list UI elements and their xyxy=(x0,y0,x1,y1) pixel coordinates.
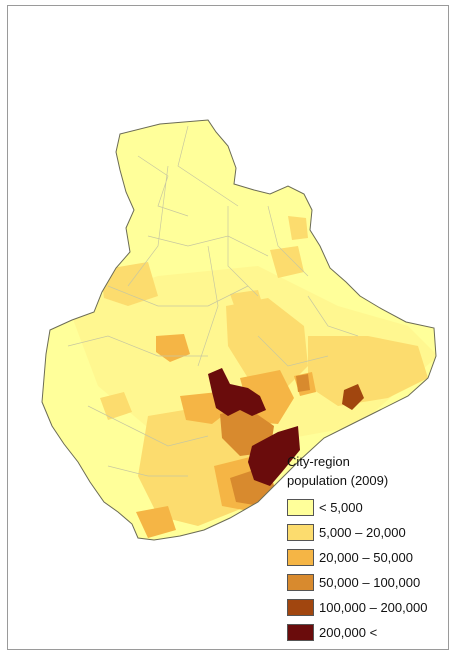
legend-item: < 5,000 xyxy=(287,495,447,520)
legend-item: 20,000 – 50,000 xyxy=(287,545,447,570)
legend-item: 5,000 – 20,000 xyxy=(287,520,447,545)
region-5k-20k-g xyxy=(288,216,308,240)
region-5k-20k-b xyxy=(308,336,428,406)
region-200k-b xyxy=(248,426,300,486)
legend-item: 100,000 – 200,000 xyxy=(287,595,447,620)
region-5k-20k-d xyxy=(100,262,158,306)
legend-title-line1: City-region xyxy=(287,454,350,469)
choropleth-map xyxy=(41,119,437,541)
legend-swatch xyxy=(287,549,314,566)
region-5k-20k-e xyxy=(230,290,266,322)
legend-items: < 5,000 5,000 – 20,000 20,000 – 50,000 50,0… xyxy=(287,495,447,645)
region-5k-20k-h xyxy=(100,392,132,420)
legend-label: < 5,000 xyxy=(319,500,363,515)
legend-label: 20,000 – 50,000 xyxy=(319,550,413,565)
region-50k-100k-c xyxy=(296,374,310,392)
legend-swatch xyxy=(287,499,314,516)
legend-label: 50,000 – 100,000 xyxy=(319,575,421,590)
region-boundaries xyxy=(67,125,359,477)
region-20k-50k-e xyxy=(136,506,176,538)
legend-label: 100,000 – 200,000 xyxy=(319,600,428,615)
region-5k-20k-f xyxy=(270,246,304,278)
legend-item: 50,000 – 100,000 xyxy=(287,570,447,595)
map-frame: City-region population (2009) < 5,000 5,0… xyxy=(7,5,449,650)
legend-title-line2: population (2009) xyxy=(287,473,389,488)
map-regions xyxy=(42,120,436,540)
legend-swatch xyxy=(287,524,314,541)
region-100k-200k-a xyxy=(342,384,364,410)
legend-swatch xyxy=(287,624,314,641)
legend-label: 200,000 < xyxy=(319,625,378,640)
legend-swatch xyxy=(287,574,314,591)
legend-label: 5,000 – 20,000 xyxy=(319,525,406,540)
legend-item: 200,000 < xyxy=(287,620,447,645)
legend: City-region population (2009) < 5,000 5,0… xyxy=(287,452,447,645)
region-200k-a xyxy=(208,368,266,416)
legend-swatch xyxy=(287,599,314,616)
region-20k-50k-a xyxy=(156,334,190,362)
